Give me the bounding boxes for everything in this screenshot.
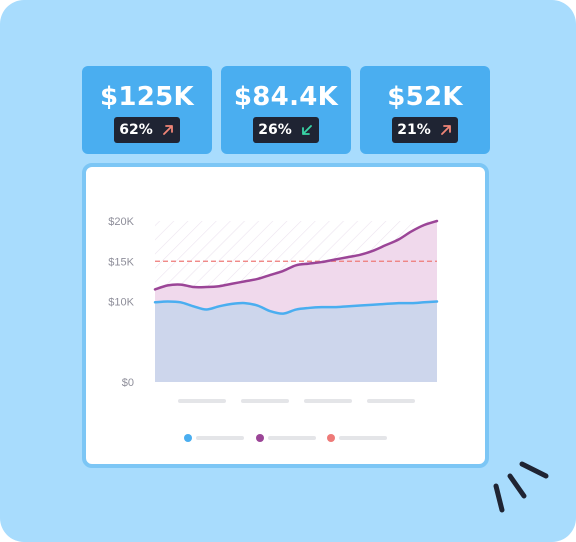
arrow-up-right-icon bbox=[162, 125, 173, 135]
x-tick-placeholder bbox=[178, 399, 226, 403]
legend-label-placeholder bbox=[268, 436, 316, 440]
area-chart: $0 $10K $15K $20K bbox=[108, 216, 439, 442]
kpi-change-text: 62% bbox=[119, 122, 153, 138]
legend-label-placeholder bbox=[196, 436, 244, 440]
legend-label-placeholder bbox=[339, 436, 387, 440]
kpi-change-badge: 62% bbox=[114, 117, 180, 143]
kpi-value: $52K bbox=[387, 82, 463, 112]
legend-item-blue[interactable] bbox=[184, 434, 244, 442]
sparkle-decoration-icon bbox=[493, 461, 549, 513]
x-tick-placeholder bbox=[304, 399, 352, 403]
x-axis-placeholders bbox=[178, 399, 415, 403]
kpi-card-1[interactable]: $125K 62% bbox=[82, 66, 212, 154]
kpi-card-3[interactable]: $52K 21% bbox=[360, 66, 490, 154]
blue-series-line bbox=[153, 300, 439, 315]
arrow-up-right-icon bbox=[440, 125, 451, 135]
y-tick-label: $20K bbox=[108, 216, 134, 228]
kpi-value: $125K bbox=[99, 82, 194, 112]
legend-item-threshold[interactable] bbox=[327, 434, 387, 442]
legend bbox=[184, 434, 387, 442]
legend-marker bbox=[184, 434, 192, 442]
y-tick-label: $10K bbox=[108, 297, 134, 309]
chart-card: $0 $10K $15K $20K bbox=[82, 163, 489, 468]
kpi-change-text: 26% bbox=[258, 122, 292, 138]
x-tick-placeholder bbox=[367, 399, 415, 403]
purple-series-line bbox=[153, 219, 439, 291]
blue-series-area bbox=[155, 301, 437, 382]
kpi-value: $84.4K bbox=[233, 82, 339, 112]
legend-item-purple[interactable] bbox=[256, 434, 316, 442]
legend-marker bbox=[256, 434, 264, 442]
y-tick-label: $0 bbox=[122, 377, 134, 389]
legend-marker bbox=[327, 434, 335, 442]
x-tick-placeholder bbox=[241, 399, 289, 403]
y-tick-label: $15K bbox=[108, 256, 134, 268]
arrow-down-left-icon bbox=[301, 125, 312, 135]
kpi-change-text: 21% bbox=[397, 122, 431, 138]
kpi-card-2[interactable]: $84.4K 26% bbox=[221, 66, 351, 154]
kpi-change-badge: 26% bbox=[253, 117, 319, 143]
kpi-change-badge: 21% bbox=[392, 117, 458, 143]
